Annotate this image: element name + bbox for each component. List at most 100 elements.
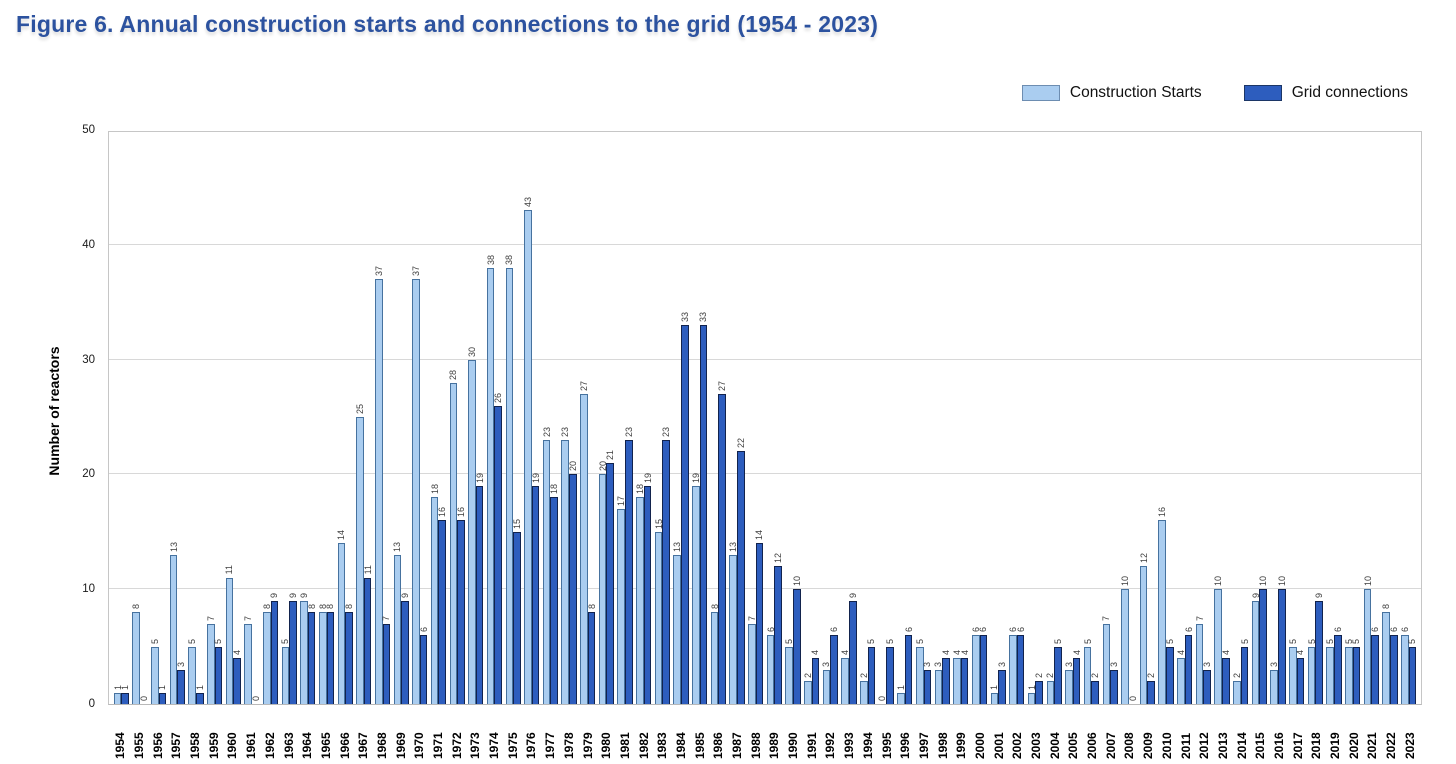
- bar-value-label: 43: [522, 197, 533, 208]
- construction-starts-bar-column: 2: [1232, 673, 1242, 704]
- year-group: 28 16: [448, 370, 467, 704]
- construction-starts-bar-column: 8: [318, 604, 328, 704]
- bar-value-label: 3: [176, 661, 187, 667]
- year-group: 23 18: [541, 427, 560, 704]
- x-tick-label: 1989: [767, 732, 782, 759]
- grid-connections-bar: [1315, 600, 1323, 704]
- x-tick-slot: 2011: [1176, 709, 1195, 759]
- construction-starts-bar: [449, 382, 458, 704]
- bar-value-label: 17: [616, 495, 627, 506]
- construction-starts-bar-column: 5: [1288, 639, 1298, 704]
- x-tick-slot: 1991: [802, 709, 821, 759]
- grid-connections-bar-column: 1: [120, 685, 130, 704]
- grid-connections-bar-column: 6: [1332, 627, 1343, 704]
- construction-starts-bar-column: 13: [392, 542, 402, 704]
- x-tick-slot: 2009: [1139, 709, 1158, 759]
- construction-starts-bar-column: 2: [803, 673, 813, 704]
- bar-value-label: 6: [829, 627, 840, 633]
- construction-starts-bar-column: 4: [840, 650, 850, 704]
- bar-value-label: 8: [344, 604, 354, 610]
- grid-connections-bar-column: 10: [792, 576, 802, 704]
- construction-starts-bar-column: 6: [1008, 627, 1018, 704]
- construction-starts-bar: [673, 554, 682, 704]
- construction-starts-bar: [1065, 669, 1073, 704]
- bar-value-label: 19: [642, 472, 653, 483]
- bar-value-label: 9: [288, 592, 299, 598]
- bar-value-label: 6: [1332, 627, 1343, 633]
- bar-value-label: 26: [493, 392, 504, 403]
- x-tick-label: 2007: [1103, 732, 1118, 759]
- bar-value-label: 6: [1183, 627, 1194, 633]
- x-tick-slot: 1954: [111, 709, 130, 759]
- construction-starts-bar: [225, 577, 234, 704]
- bar-value-label: 2: [1045, 673, 1056, 679]
- year-group: 11 4: [224, 565, 243, 704]
- bar-value-label: 6: [903, 627, 914, 633]
- x-tick-slot: 1971: [429, 709, 448, 759]
- bar-value-label: 3: [1064, 661, 1074, 667]
- construction-starts-bar: [207, 623, 215, 704]
- grid-connections-bar: [979, 635, 988, 704]
- x-tick-slot: 2021: [1363, 709, 1382, 759]
- construction-starts-bar-column: 11: [224, 565, 234, 704]
- grid-connections-bar: [867, 646, 876, 704]
- x-tick-slot: 1978: [560, 709, 579, 759]
- y-tick-label: 30: [82, 353, 95, 366]
- grid-connections-bar: [158, 692, 167, 704]
- x-tick-label: 2023: [1402, 732, 1417, 759]
- construction-starts-bar-column: 5: [1325, 639, 1335, 704]
- x-tick-label: 1986: [711, 732, 726, 759]
- construction-starts-bar-column: 2: [1045, 673, 1056, 704]
- x-tick-slot: 2023: [1400, 709, 1419, 759]
- x-tick-slot: 2016: [1270, 709, 1289, 759]
- y-tick-label: 10: [82, 583, 95, 596]
- construction-starts-bar: [356, 417, 364, 704]
- x-tick-slot: 1955: [130, 709, 149, 759]
- x-tick-label: 1971: [431, 732, 446, 759]
- bar-value-label: 5: [885, 638, 896, 644]
- construction-starts-bar-column: 5: [915, 639, 925, 704]
- year-group: 7 14: [746, 530, 765, 704]
- grid-connections-bar-column: 9: [1314, 593, 1324, 704]
- construction-starts-bar-column: 8: [131, 604, 141, 704]
- grid-connections-bar-column: 11: [363, 565, 373, 704]
- grid-connections-bar: [1184, 635, 1193, 704]
- construction-starts-bar-column: 27: [579, 381, 589, 704]
- grid-connections-bar-column: 5: [1164, 638, 1175, 704]
- grid-connections-bar-column: 8: [344, 604, 354, 704]
- x-tick-label: 1995: [879, 732, 894, 759]
- grid-connections-bar-column: 0: [251, 696, 261, 704]
- x-tick-slot: 1993: [840, 709, 859, 759]
- x-tick-slot: 1995: [877, 709, 896, 759]
- x-tick-label: 2011: [1178, 732, 1193, 759]
- construction-starts-bar: [729, 554, 737, 704]
- bar-value-label: 1: [194, 684, 205, 690]
- construction-starts-bar-column: 4: [1176, 650, 1186, 704]
- grid-connections-bar: [587, 612, 596, 704]
- bar-value-label: 6: [1399, 627, 1410, 633]
- x-tick-label: 1977: [543, 732, 558, 759]
- grid-connections-bar: [513, 531, 521, 704]
- grid-connections-bar: [195, 692, 204, 704]
- grid-connections-bar-column: 6: [829, 627, 840, 704]
- construction-starts-bar: [1009, 635, 1017, 704]
- bar-value-label: 5: [1164, 638, 1175, 644]
- x-tick-slot: 1966: [335, 709, 354, 759]
- grid-connections-bar-column: 18: [549, 484, 559, 704]
- legend-label-grid-connections: Grid connections: [1291, 84, 1408, 101]
- grid-connections-bar: [1333, 635, 1342, 704]
- grid-connections-bar-column: 23: [624, 427, 634, 704]
- x-tick-label: 1980: [599, 732, 614, 759]
- year-group: 6 12: [765, 553, 784, 704]
- x-tick-slot: 2019: [1326, 709, 1345, 759]
- construction-starts-bar-column: 0: [877, 696, 887, 704]
